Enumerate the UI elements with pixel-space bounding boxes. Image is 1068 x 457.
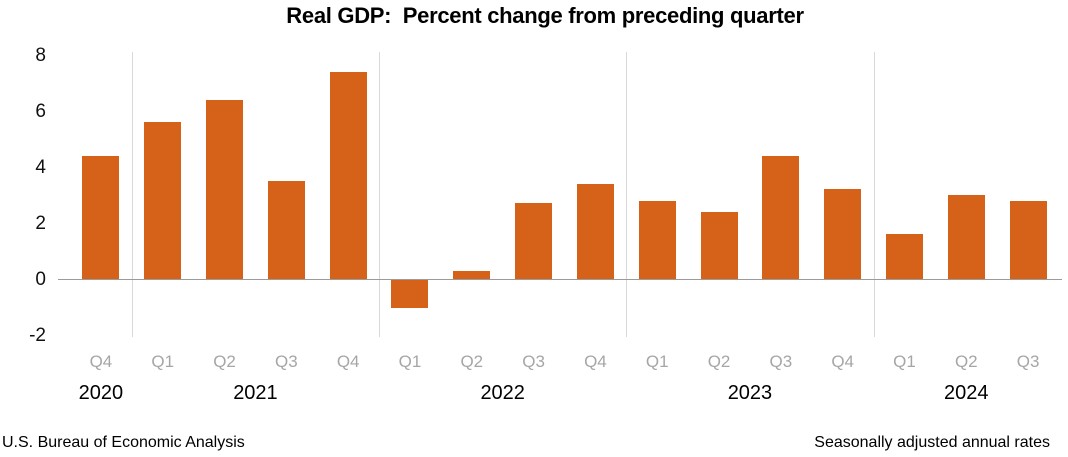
quarter-label: Q1 xyxy=(151,352,175,371)
quarter-label: Q4 xyxy=(584,352,607,371)
zero-axis-line xyxy=(58,279,1062,280)
quarter-label: Q2 xyxy=(460,352,484,371)
gdp-bar xyxy=(700,211,738,279)
gdp-bar xyxy=(576,183,614,279)
quarter-label: Q1 xyxy=(893,352,916,371)
gdp-bar xyxy=(329,71,367,279)
quarter-label: Q4 xyxy=(336,352,360,371)
quarter-label: Q4 xyxy=(831,352,854,371)
y-axis-tick-label: 8 xyxy=(35,45,46,66)
source-text: U.S. Bureau of Economic Analysis xyxy=(2,434,245,451)
year-separator-line xyxy=(379,52,381,337)
quarter-label: Q2 xyxy=(213,352,236,371)
year-label: 2021 xyxy=(233,382,278,404)
gdp-bar xyxy=(947,195,985,279)
year-label: 2024 xyxy=(944,382,989,404)
y-axis-tick-label: -2 xyxy=(29,325,46,346)
gdp-bar xyxy=(762,155,800,279)
chart-title: Real GDP: Percent change from preceding … xyxy=(286,3,804,28)
quarter-label: Q3 xyxy=(769,352,793,371)
y-axis-tick-label: 0 xyxy=(35,269,46,290)
gdp-bar xyxy=(453,270,491,279)
gdp-bar xyxy=(82,155,120,279)
quarter-label: Q4 xyxy=(89,352,113,371)
quarter-label: Q3 xyxy=(275,352,298,371)
gdp-bar xyxy=(144,122,182,279)
gdp-bar xyxy=(515,203,553,279)
y-axis-tick-label: 4 xyxy=(35,157,46,178)
quarter-label: Q3 xyxy=(1016,352,1040,371)
y-axis-tick-label: 6 xyxy=(35,101,46,122)
gdp-bar xyxy=(391,280,429,308)
quarter-label: Q1 xyxy=(645,352,669,371)
quarter-label: Q1 xyxy=(398,352,422,371)
gdp-bar xyxy=(638,200,676,279)
quarter-label: Q2 xyxy=(954,352,978,371)
year-separator-line xyxy=(131,52,133,337)
gdp-bar xyxy=(885,234,923,279)
quarter-label: Q3 xyxy=(522,352,545,371)
y-axis-tick-label: 2 xyxy=(35,213,46,234)
gdp-bar xyxy=(1009,200,1047,279)
year-label: 2022 xyxy=(480,382,525,404)
rates-note-text: Seasonally adjusted annual rates xyxy=(814,434,1050,451)
year-separator-line xyxy=(873,52,875,337)
gdp-bar xyxy=(824,189,862,279)
quarter-label: Q2 xyxy=(707,352,731,371)
gdp-bar xyxy=(267,181,305,279)
year-label: 2023 xyxy=(727,382,773,404)
year-separator-line xyxy=(626,52,628,337)
year-label: 2020 xyxy=(78,382,124,404)
gdp-bar xyxy=(206,99,244,279)
